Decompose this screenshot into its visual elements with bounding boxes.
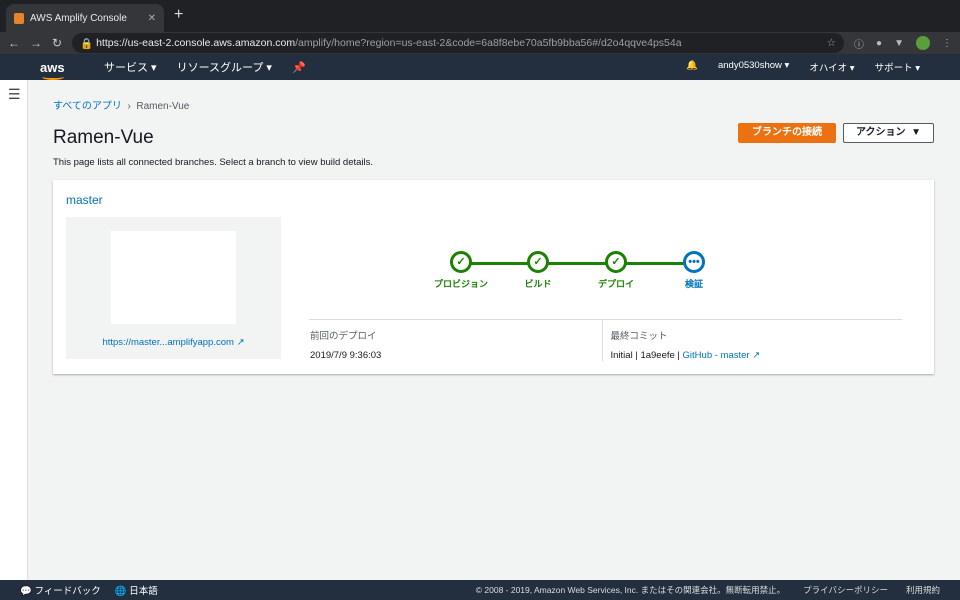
breadcrumb-all-apps[interactable]: すべてのアプリ [53,101,122,112]
pipeline-line [461,262,691,265]
check-icon: ✓ [527,251,549,273]
external-link-icon: ↗ [236,337,245,348]
commit-message: Initial [610,350,633,361]
new-tab-button[interactable]: + [174,6,184,23]
bell-icon[interactable]: 🔔 [686,60,698,71]
last-deploy-value: 2019/7/9 9:36:03 [310,350,382,361]
external-link-icon: ↗ [752,350,761,361]
last-deploy-label: 前回のデプロイ [310,331,377,342]
ellipsis-icon: ••• [683,251,705,273]
support-menu[interactable]: サポート ▾ [874,63,920,74]
step-build[interactable]: ✓ ビルド [498,251,578,290]
aws-logo[interactable]: aws [40,60,104,80]
url-path: /amplify/home?region=us-east-2&code=6a8f… [295,37,682,49]
copyright: © 2008 - 2019, Amazon Web Services, Inc.… [475,585,786,595]
browser-tab[interactable]: AWS Amplify Console ✕ [6,4,164,32]
region-menu[interactable]: オハイオ ▾ [809,63,855,74]
branch-card: master https://master...amplifyapp.com ↗… [53,180,934,374]
actions-button[interactable]: アクション ▼ [843,123,934,143]
step-verify[interactable]: ••• 検証 [654,251,734,290]
commit-id: 1a9eefe [640,350,675,361]
check-icon: ✓ [605,251,627,273]
pin-icon[interactable]: 📌 [291,61,306,74]
check-icon: ✓ [450,251,472,273]
footer: 💬 フィードバック 🌐 日本語 © 2008 - 2019, Amazon We… [0,580,960,600]
back-icon[interactable]: ← [8,36,20,50]
reload-icon[interactable]: ↻ [52,36,63,50]
page-title: Ramen-Vue [53,127,154,148]
url-host: https://us-east-2.console.aws.amazon.com [96,37,296,49]
terms-link[interactable]: 利用規約 [905,585,940,595]
profile-avatar[interactable] [916,36,930,50]
github-link[interactable]: GitHub - master ↗ [682,350,761,361]
extension-icon[interactable]: ● [876,37,883,49]
language-button[interactable]: 🌐 日本語 [114,586,158,597]
branch-preview: https://master...amplifyapp.com ↗ [66,217,281,359]
preview-link[interactable]: https://master...amplifyapp.com ↗ [102,337,245,348]
connect-branch-button[interactable]: ブランチの接続 [738,123,837,143]
extension-icon[interactable]: ▼ [894,37,904,49]
close-tab-icon[interactable]: ✕ [147,12,156,24]
menu-icon[interactable]: ⋮ [942,37,952,49]
forward-icon[interactable]: → [30,36,42,50]
browser-tabbar: AWS Amplify Console ✕ + [0,0,960,32]
step-deploy[interactable]: ✓ デプロイ [576,251,656,290]
user-menu[interactable]: andy0530show ▾ [717,60,790,71]
aws-navbar: aws サービス ▾ リソースグループ ▾ 📌 🔔 andy0530show ▾… [0,54,960,80]
aws-favicon-icon [14,12,24,24]
address-bar: ← → ↻ 🔒 https://us-east-2.console.aws.amaz… [0,32,960,54]
step-provision[interactable]: ✓ プロビジョン [421,251,501,290]
branch-name-link[interactable]: master [66,193,103,207]
lock-icon: 🔒 [80,37,97,50]
preview-thumbnail[interactable] [111,231,236,324]
extension-icon[interactable]: ⓘ [854,39,865,51]
page-description: This page lists all connected branches. … [53,157,374,168]
sidebar: ☰ [0,80,28,580]
breadcrumb: すべてのアプリ › Ramen-Vue [53,101,190,112]
build-pipeline: ✓ プロビジョン ✓ ビルド ✓ デプロイ ••• 検証 [434,251,734,291]
breadcrumb-current: Ramen-Vue [136,101,190,112]
tab-title: AWS Amplify Console [30,12,127,24]
bookmark-star-icon[interactable]: ☆ [826,37,837,49]
feedback-button[interactable]: 💬 フィードバック [20,586,101,597]
services-menu[interactable]: サービス ▾ [104,62,157,74]
last-commit-label: 最終コミット [610,331,668,342]
resource-groups-menu[interactable]: リソースグループ ▾ [176,62,272,74]
url-input[interactable]: 🔒 https://us-east-2.console.aws.amazon.c… [72,33,845,53]
privacy-link[interactable]: プライバシーポリシー [803,585,888,595]
hamburger-icon[interactable]: ☰ [8,86,21,102]
